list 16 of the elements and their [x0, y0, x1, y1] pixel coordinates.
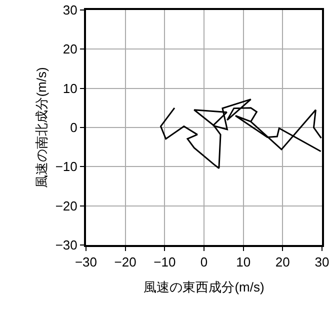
x-tick-label: −30: [74, 254, 98, 270]
x-tick-label: 30: [314, 254, 330, 270]
x-axis-title: 風速の東西成分(m/s): [144, 280, 264, 295]
x-tick-label: 0: [200, 254, 208, 270]
y-tick-label: −20: [55, 198, 78, 214]
y-tick-label: −30: [55, 238, 78, 253]
y-tick-label: 30: [62, 2, 78, 18]
x-tick-label: −10: [154, 254, 176, 270]
y-tick-label: 0: [70, 120, 78, 136]
y-tick-label: 10: [62, 80, 78, 96]
x-tick-label: −20: [114, 254, 136, 270]
x-tick-label: 10: [236, 254, 251, 270]
y-tick-label: −10: [55, 159, 78, 174]
y-tick-label: 20: [62, 42, 78, 57]
x-tick-label: 20: [275, 254, 290, 270]
y-axis-title: 風速の南北成分(m/s): [34, 67, 49, 188]
